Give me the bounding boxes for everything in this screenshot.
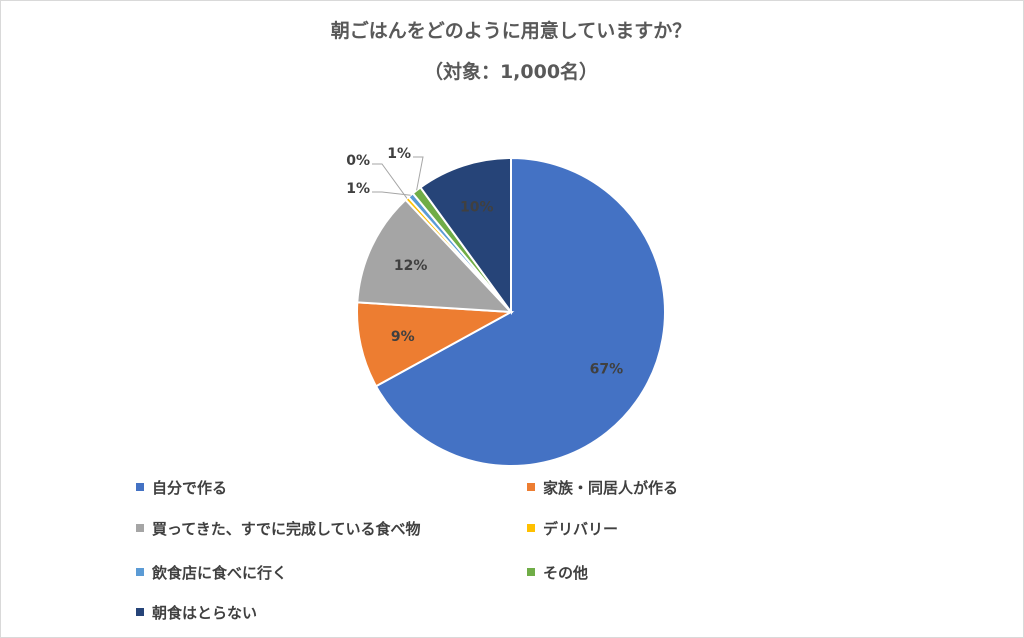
legend-swatch-2 [136,524,144,532]
legend-swatch-5 [527,568,535,576]
legend-item-0: 自分で作る [136,476,227,498]
legend-label-3: デリバリー [543,519,619,538]
leader-line-5 [413,156,424,191]
legend-swatch-1 [527,483,535,491]
pie-slice-2 [356,198,514,314]
pie-slice-1 [356,301,515,388]
legend-label-4: 飲食店に食べに行く [152,563,288,582]
legend-item-6: 朝食はとらない [136,601,257,623]
legend-item-3: デリバリー [527,517,618,539]
legend-label-5: その他 [543,563,589,582]
pie-slice-0 [374,156,666,467]
legend-item-5: その他 [527,561,588,583]
legend-swatch-0 [136,483,144,491]
legend-label-6: 朝食はとらない [152,603,258,622]
data-label-2: 12% [394,258,428,274]
legend-swatch-6 [136,608,144,616]
chart-subtitle: （対象：1,000名） [423,61,599,83]
chart-title: 朝ごはんをどのように用意していますか？ [330,20,692,42]
legend-item-2: 買ってきた、すでに完成している食べ物 [136,517,421,539]
data-label-0: 67% [590,361,624,377]
legend-item-1: 家族・同居人が作る [527,476,678,498]
data-label-3: 0% [346,153,370,169]
legend-label-2: 買ってきた、すでに完成している食べ物 [152,519,421,538]
legend-label-0: 自分で作る [152,478,228,497]
leader-line-4 [372,191,411,196]
data-label-6: 10% [460,200,494,216]
legend-label-1: 家族・同居人が作る [543,478,679,497]
data-label-4: 1% [346,181,370,197]
legend-swatch-4 [136,568,144,576]
data-label-5: 1% [387,146,411,162]
legend-swatch-3 [527,524,535,532]
leader-line-3 [372,163,408,199]
pie-slice-6 [419,156,512,316]
data-label-1: 9% [391,329,415,345]
legend-item-4: 飲食店に食べに行く [136,561,287,583]
